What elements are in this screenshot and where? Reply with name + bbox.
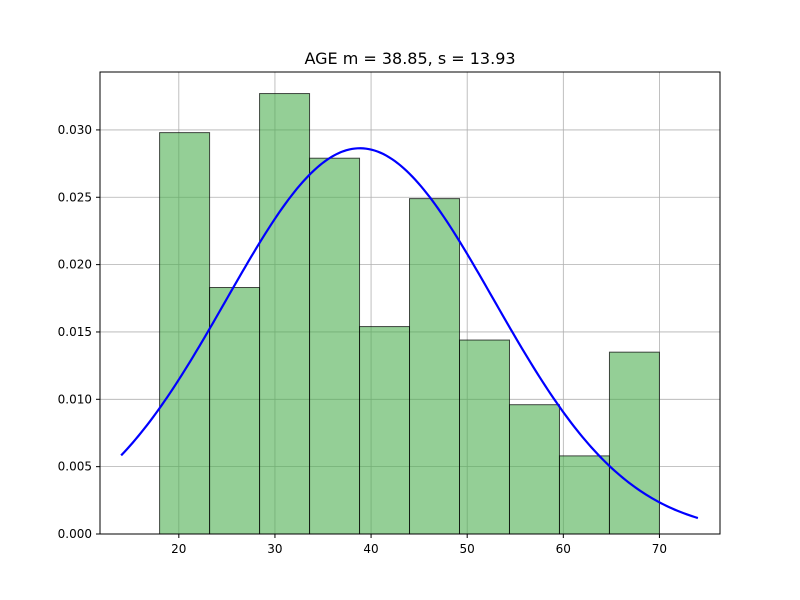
x-axis-ticks: 20 30 40 50 60 70 [171,534,667,556]
histogram-bar [309,157,361,535]
x-tick-label: 60 [556,542,571,556]
chart-title: AGE m = 38.85, s = 13.93 [304,49,515,68]
histogram-bar [209,287,261,535]
histogram-bar [359,326,411,535]
histogram-bar [159,132,211,535]
histogram-bar [558,455,610,535]
histogram-bar [259,93,311,535]
y-tick-label: 0.005 [58,460,92,474]
y-tick-label: 0.015 [58,325,92,339]
x-tick-label: 30 [267,542,282,556]
y-axis-ticks: 0.000 0.005 0.010 0.015 0.020 0.025 0.030 [58,123,100,541]
histogram-bar [508,404,560,535]
plot-frame [99,71,721,535]
x-tick-label: 50 [460,542,475,556]
x-tick-label: 70 [652,542,667,556]
x-tick-label: 20 [171,542,186,556]
y-tick-label: 0.010 [58,392,92,406]
normal-distribution-curve [120,147,699,520]
histogram-bar [459,339,510,535]
histogram-bars [159,93,660,535]
y-tick-label: 0.025 [58,190,92,204]
histogram-bar [409,198,461,535]
normal-curve-layer [120,147,699,520]
y-tick-label: 0.020 [58,258,92,272]
y-tick-label: 0.030 [58,123,92,137]
y-tick-label: 0.000 [58,527,92,541]
histogram-bar [608,351,660,535]
x-tick-label: 40 [363,542,378,556]
